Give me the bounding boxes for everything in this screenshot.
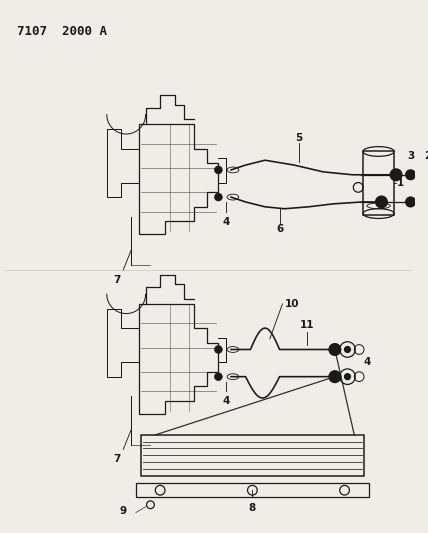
Circle shape [406,197,416,207]
Text: 11: 11 [300,320,314,330]
Circle shape [329,344,341,356]
Circle shape [345,374,351,379]
Circle shape [214,166,222,174]
Text: 2: 2 [425,151,428,161]
Circle shape [214,373,222,381]
Bar [136,483,369,497]
Text: 4: 4 [223,216,230,227]
Circle shape [425,199,428,205]
Circle shape [390,169,402,181]
Bar [363,151,394,215]
Text: 7107  2000 A: 7107 2000 A [18,25,107,38]
Circle shape [214,345,222,353]
Text: 4: 4 [364,357,372,367]
Circle shape [425,172,428,177]
Circle shape [214,193,222,201]
Text: 8: 8 [249,503,256,513]
Text: 7: 7 [113,274,120,285]
Bar [141,435,364,475]
Circle shape [329,371,341,383]
Circle shape [345,346,351,352]
Text: 7: 7 [113,454,120,464]
Circle shape [406,170,416,180]
Text: 6: 6 [276,224,283,235]
Text: 4: 4 [223,396,230,406]
Text: 10: 10 [284,299,299,309]
Text: 1: 1 [397,177,404,188]
Text: 3: 3 [407,151,414,161]
Text: 9: 9 [119,506,126,516]
Text: 5: 5 [295,133,303,143]
Circle shape [376,196,387,208]
